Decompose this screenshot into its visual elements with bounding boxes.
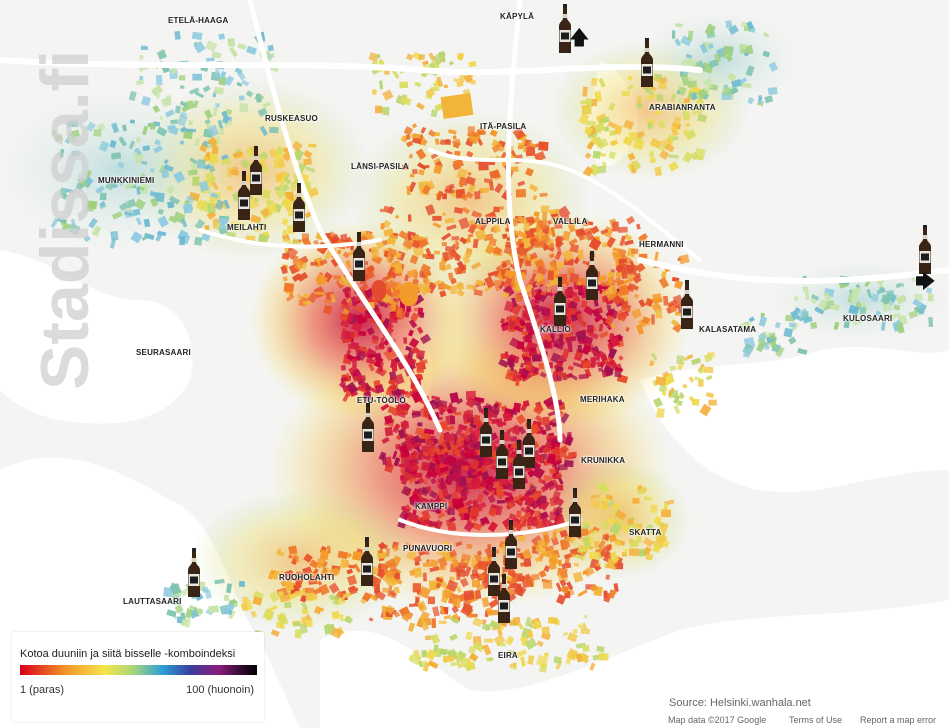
district-seurasaari: SEURASAARI bbox=[136, 348, 191, 357]
source-credit: Source: Helsinki.wanhala.net bbox=[669, 697, 811, 709]
beer-bottle-icon[interactable] bbox=[360, 537, 374, 587]
svg-text:Stadissa.fi: Stadissa.fi bbox=[27, 50, 100, 390]
beer-bottle-icon[interactable] bbox=[479, 408, 493, 458]
beer-bottle-icon[interactable] bbox=[361, 403, 375, 453]
roads bbox=[0, 0, 949, 537]
beer-bottle-icon[interactable] bbox=[680, 280, 694, 330]
district-etela-haaga: ETELÄ-HAAGA bbox=[168, 16, 229, 25]
legend-color-scale bbox=[20, 665, 257, 675]
district-meilahti: MEILAHTI bbox=[227, 223, 267, 232]
beer-bottle-icon[interactable] bbox=[504, 520, 518, 570]
district-ita-pasila: ITÄ-PASILA bbox=[480, 122, 527, 131]
beer-bottle-icon[interactable] bbox=[237, 171, 251, 221]
beer-bottle-icon[interactable] bbox=[292, 183, 306, 233]
beer-bottle-icon[interactable] bbox=[568, 488, 582, 538]
beer-bottle-icon[interactable] bbox=[918, 225, 932, 275]
map-legend: Kotoa duuniin ja siitä bisselle -komboin… bbox=[12, 632, 264, 722]
arrow-right-icon[interactable]: 🡆 bbox=[915, 271, 936, 293]
district-punavuori: PUNAVUORI bbox=[403, 544, 453, 553]
district-hermanni: HERMANNI bbox=[639, 240, 684, 249]
sea-west bbox=[0, 250, 193, 424]
district-lauttasaari: LAUTTASAARI bbox=[123, 597, 182, 606]
sea-east bbox=[640, 347, 949, 493]
district-kalasatama: KALASATAMA bbox=[699, 325, 757, 334]
beer-bottle-icon[interactable] bbox=[187, 548, 201, 598]
district-munkkiniemi: MUNKKINIEMI bbox=[98, 176, 155, 185]
legend-title: Kotoa duuniin ja siitä bisselle -komboin… bbox=[20, 648, 236, 660]
district-kamppi: KAMPPI bbox=[415, 502, 448, 511]
arrow-up-icon[interactable]: 🡅 bbox=[569, 27, 590, 49]
beer-bottle-icon[interactable] bbox=[249, 146, 263, 196]
legend-max-label: 100 (huonoin) bbox=[186, 684, 254, 696]
beer-bottle-icon[interactable] bbox=[522, 419, 536, 469]
beer-bottle-icon[interactable] bbox=[495, 430, 509, 480]
district-etu-toolo: ETU-TÖÖLÖ bbox=[357, 396, 406, 405]
beer-bottle-icon[interactable] bbox=[352, 232, 366, 282]
district-merihaka: MERIHAKA bbox=[580, 395, 625, 404]
report-map-error-link[interactable]: Report a map error bbox=[860, 715, 937, 725]
district-alppila: ALPPILA bbox=[475, 217, 511, 226]
district-lansi-pasila: LÄNSI-PASILA bbox=[351, 162, 409, 171]
beer-bottle-icon[interactable] bbox=[487, 547, 501, 597]
district-krunikka: KRUNIKKA bbox=[581, 456, 626, 465]
district-eira: EIRA bbox=[498, 651, 518, 660]
district-kallio: KALLIO bbox=[540, 325, 571, 334]
district-kulosaari: KULOSAARI bbox=[843, 314, 893, 323]
beer-bottle-icon[interactable] bbox=[497, 574, 511, 624]
district-ruoholahti: RUOHOLAHTI bbox=[279, 573, 335, 582]
district-kapyla: KÄPYLÄ bbox=[500, 12, 535, 21]
beer-bottle-icon[interactable] bbox=[558, 4, 572, 54]
parks bbox=[372, 93, 474, 306]
map-data-credit: Map data ©2017 Google bbox=[668, 715, 767, 725]
district-skatta: SKATTA bbox=[629, 528, 662, 537]
district-ruskeasuo: RUSKEASUO bbox=[265, 114, 318, 123]
beer-bottle-icon[interactable] bbox=[553, 277, 567, 327]
legend-min-label: 1 (paras) bbox=[20, 684, 65, 696]
terms-link[interactable]: Terms of Use bbox=[789, 715, 843, 725]
beer-bottle-icon[interactable] bbox=[512, 440, 526, 490]
beer-bottle-icon[interactable] bbox=[640, 38, 654, 88]
district-arabianranta: ARABIANRANTA bbox=[649, 103, 716, 112]
watermark-logo: Stadissa.fi bbox=[27, 50, 100, 390]
beer-bottle-icon[interactable] bbox=[585, 251, 599, 301]
district-vallila: VALLILA bbox=[553, 217, 588, 226]
sea-south bbox=[320, 600, 949, 728]
